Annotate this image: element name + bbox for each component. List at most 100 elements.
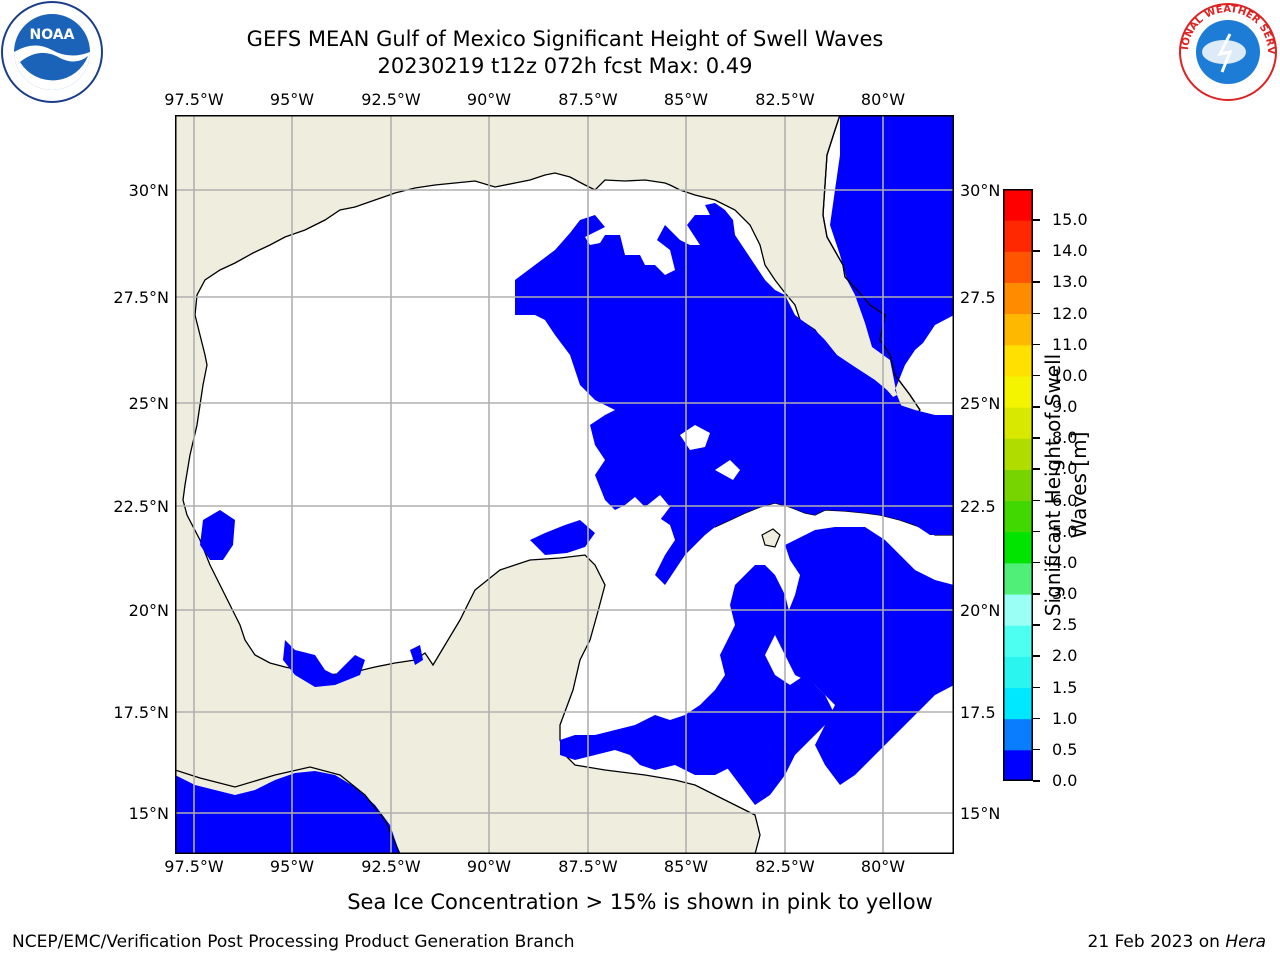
colorbar-tick-label: 1.5 bbox=[1052, 677, 1078, 697]
lon-tick-top-5: 85°W bbox=[663, 90, 709, 109]
noaa-logo-text: NOAA bbox=[30, 27, 75, 43]
chart-title: GEFS MEAN Gulf of Mexico Significant Hei… bbox=[246, 27, 884, 51]
colorbar-tick-label: 8.0 bbox=[1052, 428, 1078, 448]
lat-tick-left-6: 15°N bbox=[128, 804, 169, 823]
colorbar-tick-mark bbox=[1033, 468, 1040, 470]
colorbar-tick-mark bbox=[1033, 624, 1040, 626]
lon-tick-bottom-2: 92.5°W bbox=[361, 857, 421, 876]
colorbar-tick-label: 12.0 bbox=[1052, 303, 1088, 323]
lat-tick-right-2: 25°N bbox=[960, 394, 1001, 413]
colorbar-tick-mark bbox=[1033, 406, 1040, 408]
lon-tick-top-0: 97.5°W bbox=[164, 90, 224, 109]
colorbar-tick-label: 4.0 bbox=[1052, 552, 1078, 572]
colorbar-tick-mark bbox=[1033, 437, 1040, 439]
lat-tick-left-3: 22.5°N bbox=[113, 497, 169, 516]
lat-tick-right-4: 20°N bbox=[960, 601, 1001, 620]
lon-tick-bottom-0: 97.5°W bbox=[164, 857, 224, 876]
colorbar-tick-mark bbox=[1033, 312, 1040, 315]
colorbar-tick-label: 2.0 bbox=[1052, 646, 1078, 666]
colorbar-tick-label: 6.0 bbox=[1052, 490, 1078, 510]
colorbar-tick-mark bbox=[1033, 717, 1040, 720]
lat-tick-left-4: 20°N bbox=[128, 601, 169, 620]
colorbar-tick-label: 0.0 bbox=[1052, 771, 1078, 790]
lat-tick-right-3: 22.5 bbox=[960, 497, 996, 516]
lat-tick-right-5: 17.5 bbox=[960, 703, 996, 722]
colorbar-tick-label: 11.0 bbox=[1052, 334, 1088, 354]
colorbar-tick-label: 10.0 bbox=[1052, 365, 1088, 385]
sea-ice-note: Sea Ice Concentration > 15% is shown in … bbox=[347, 890, 933, 914]
lon-tick-top-7: 80°W bbox=[860, 90, 906, 109]
nws-logo: NATIONAL WEATHER SERVICE bbox=[1176, 0, 1277, 101]
lat-tick-right-0: 30°N bbox=[960, 181, 1001, 200]
colorbar-segment bbox=[1003, 189, 1033, 221]
colorbar-tick-label: 7.0 bbox=[1052, 459, 1078, 479]
colorbar-tick-mark bbox=[1033, 561, 1040, 564]
map-frame bbox=[175, 115, 954, 854]
colorbar-tick-mark bbox=[1033, 281, 1040, 283]
colorbar-segment bbox=[1003, 438, 1033, 470]
lon-tick-bottom-5: 85°W bbox=[663, 857, 709, 876]
colorbar-segment bbox=[1003, 313, 1033, 346]
lon-tick-bottom-6: 82.5°W bbox=[755, 857, 815, 876]
colorbar-frame bbox=[1003, 189, 1033, 781]
colorbar-tick-label: 3.0 bbox=[1052, 584, 1078, 604]
colorbar-tick-mark bbox=[1033, 655, 1040, 657]
colorbar-tick-label: 5.0 bbox=[1052, 521, 1078, 541]
lon-tick-bottom-3: 90°W bbox=[466, 857, 512, 876]
lon-tick-top-4: 87.5°W bbox=[558, 90, 618, 109]
colorbar-tick-mark bbox=[1033, 530, 1040, 533]
colorbar-segment bbox=[1003, 594, 1033, 626]
colorbar-segment bbox=[1003, 656, 1033, 689]
footer-date-text: 21 Feb 2023 on bbox=[1087, 932, 1226, 952]
colorbar-tick-mark bbox=[1033, 219, 1040, 221]
lon-tick-bottom-4: 87.5°W bbox=[558, 857, 618, 876]
colorbar bbox=[1003, 189, 1033, 781]
lat-tick-left-0: 30°N bbox=[128, 181, 169, 200]
colorbar-tick-mark bbox=[1033, 748, 1040, 751]
water-gaps bbox=[645, 425, 740, 520]
lat-tick-left-2: 25°N bbox=[128, 394, 169, 413]
colorbar-tick-mark bbox=[1033, 343, 1040, 346]
colorbar-tick-label: 9.0 bbox=[1052, 397, 1078, 417]
colorbar-tick-mark bbox=[1033, 499, 1040, 502]
land-isle-youth bbox=[761, 528, 781, 548]
map-panel bbox=[175, 115, 954, 854]
colorbar-segment bbox=[1003, 625, 1033, 657]
colorbar-segment bbox=[1003, 687, 1033, 720]
colorbar-tick-label: 13.0 bbox=[1052, 272, 1088, 292]
colorbar-tick-label: 0.5 bbox=[1052, 739, 1078, 759]
colorbar-segment bbox=[1003, 407, 1033, 439]
colorbar-tick-mark bbox=[1033, 780, 1040, 782]
colorbar-segment bbox=[1003, 500, 1033, 533]
lon-tick-top-1: 95°W bbox=[269, 90, 315, 109]
noaa-logo: NOAA bbox=[1, 1, 103, 103]
colorbar-segment bbox=[1003, 469, 1033, 502]
colorbar-segment bbox=[1003, 344, 1033, 377]
lon-tick-top-6: 82.5°W bbox=[755, 90, 815, 109]
swell-0-0.5-regions bbox=[175, 115, 954, 854]
grid-lines bbox=[175, 115, 954, 854]
colorbar-tick-label: 2.5 bbox=[1052, 615, 1078, 635]
lat-tick-left-5: 17.5°N bbox=[113, 703, 169, 722]
lon-tick-bottom-7: 80°W bbox=[860, 857, 906, 876]
colorbar-segment bbox=[1003, 718, 1033, 751]
colorbar-tick-label: 1.0 bbox=[1052, 708, 1078, 728]
lat-tick-right-1: 27.5 bbox=[960, 288, 996, 307]
colorbar-segment bbox=[1003, 220, 1033, 252]
colorbar-tick-mark bbox=[1033, 374, 1040, 377]
lon-tick-top-3: 90°W bbox=[466, 90, 512, 109]
lon-tick-top-2: 92.5°W bbox=[361, 90, 421, 109]
colorbar-tick-label: 15.0 bbox=[1052, 210, 1088, 230]
colorbar-tick-mark bbox=[1033, 250, 1040, 252]
colorbar-segment bbox=[1003, 531, 1033, 564]
lon-tick-bottom-1: 95°W bbox=[269, 857, 315, 876]
footer-host: Hera bbox=[1225, 932, 1266, 952]
colorbar-segment bbox=[1003, 375, 1033, 408]
colorbar-segment bbox=[1003, 749, 1033, 781]
lat-tick-left-1: 27.5°N bbox=[113, 288, 169, 307]
footer-date: 21 Feb 2023 on Hera bbox=[1088, 932, 1266, 952]
colorbar-title: Significant Height of Swell Waves [m] bbox=[1041, 353, 1091, 617]
colorbar-tick-mark bbox=[1033, 593, 1040, 595]
colorbar-tick-label: 14.0 bbox=[1052, 241, 1088, 261]
footer-credit: NCEP/EMC/Verification Post Processing Pr… bbox=[12, 932, 575, 952]
